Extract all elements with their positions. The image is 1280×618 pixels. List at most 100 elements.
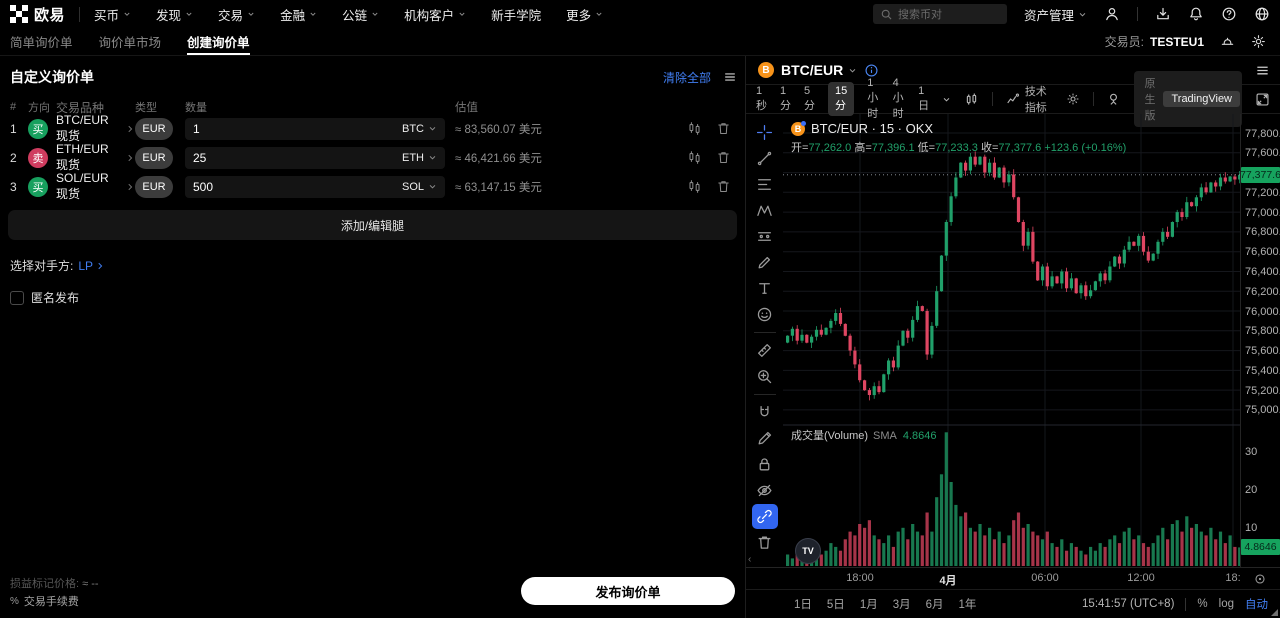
tool-ruler-icon[interactable]	[752, 338, 778, 363]
tool-emoji-icon[interactable]	[752, 302, 778, 327]
amount-input[interactable]: 25 ETH	[185, 146, 445, 169]
indicators-button[interactable]: 技术指标	[1006, 83, 1053, 115]
search-input[interactable]: 搜索币对	[872, 4, 1007, 24]
clear-all-button[interactable]: 清除全部	[662, 70, 711, 85]
tradingview-watermark[interactable]: TV	[795, 538, 821, 564]
tab-simple-rfq[interactable]: 简单询价单	[10, 36, 73, 50]
price-tick: 77,800.0	[1245, 127, 1280, 140]
gear-icon[interactable]	[1251, 34, 1266, 49]
pair-selector[interactable]: SOL/EUR 现货	[56, 171, 135, 202]
assets-dropdown[interactable]: 资产管理	[1024, 5, 1087, 24]
okx-logo[interactable]: 欧易	[10, 4, 65, 25]
tool-crosshair-icon[interactable]	[752, 120, 778, 145]
chart-plot[interactable]: B BTC/EUR · 15 · OKX 开=77,262.0 高=77,396…	[783, 114, 1240, 567]
menu-item-institutional[interactable]: 机构客户	[404, 5, 466, 24]
pair-selector[interactable]: ETH/EUR 现货	[56, 142, 135, 173]
interval-7[interactable]: 1日	[918, 85, 930, 112]
tool-brush-icon[interactable]	[752, 250, 778, 275]
range-4[interactable]: 3月	[892, 599, 911, 611]
add-edit-leg-button[interactable]: 添加/编辑腿	[8, 210, 737, 240]
trading-fee-row[interactable]: % 交易手续费	[10, 593, 79, 609]
currency-pill[interactable]: EUR	[135, 117, 173, 140]
tool-xabcd-pattern-icon[interactable]	[752, 198, 778, 223]
trash-icon[interactable]	[716, 179, 731, 194]
auto-scale-button[interactable]: 自动	[1245, 599, 1268, 611]
unit-dropdown[interactable]: BTC	[402, 123, 437, 135]
menu-item-academy[interactable]: 新手学院	[491, 8, 542, 23]
clock[interactable]: 15:41:57 (UTC+8)	[1082, 598, 1175, 610]
download-icon[interactable]	[1155, 6, 1171, 22]
percent-scale-button[interactable]: %	[1197, 598, 1208, 610]
range-2[interactable]: 5日	[826, 599, 845, 611]
tool-magnet-icon[interactable]	[752, 400, 778, 425]
fullscreen-icon[interactable]	[1255, 92, 1270, 107]
unit-dropdown[interactable]: SOL	[402, 181, 437, 193]
tool-lock-icon[interactable]	[752, 452, 778, 477]
menu-icon[interactable]	[723, 70, 737, 84]
screenshot-icon[interactable]	[1106, 92, 1121, 107]
currency-pill[interactable]: EUR	[135, 146, 173, 169]
trash-icon[interactable]	[716, 121, 731, 136]
counterparty-link[interactable]: LP	[78, 259, 105, 273]
chevron-down-icon[interactable]	[942, 95, 951, 104]
gear-icon[interactable]	[1066, 92, 1080, 106]
menu-item-trade[interactable]: 交易	[218, 5, 255, 24]
workspace-icon[interactable]	[1220, 34, 1235, 49]
tab-create-rfq[interactable]: 创建询价单	[187, 28, 250, 55]
amount-input[interactable]: 1 BTC	[185, 117, 445, 140]
help-icon[interactable]	[1221, 6, 1237, 22]
anonymous-option[interactable]: 匿名发布	[10, 289, 745, 306]
interval-1[interactable]: 1秒	[756, 85, 767, 112]
interval-4[interactable]: 15分	[828, 82, 855, 116]
tool-link-icon[interactable]	[751, 504, 778, 529]
axis-settings-icon[interactable]	[1253, 572, 1267, 586]
tradingview-version-button[interactable]: TradingView	[1163, 91, 1241, 107]
info-icon[interactable]	[864, 63, 879, 78]
range-6[interactable]: 1年	[958, 599, 977, 611]
log-scale-button[interactable]: log	[1218, 598, 1234, 610]
candles-icon[interactable]	[687, 121, 702, 136]
menu-icon[interactable]	[1255, 63, 1270, 78]
price-axis[interactable]: 77,800.077,600.077,400.077,200.077,000.0…	[1240, 114, 1280, 567]
menu-item-discover[interactable]: 发现	[156, 5, 193, 24]
range-5[interactable]: 6月	[925, 599, 944, 611]
interval-5[interactable]: 1小时	[867, 77, 879, 120]
amount-input[interactable]: 500 SOL	[185, 175, 445, 198]
trash-icon[interactable]	[716, 150, 731, 165]
menu-item-finance[interactable]: 金融	[280, 5, 317, 24]
candle-style-icon[interactable]	[964, 92, 979, 107]
bell-icon[interactable]	[1188, 6, 1204, 22]
user-icon[interactable]	[1104, 6, 1120, 22]
chevron-down-icon	[595, 10, 603, 18]
interval-6[interactable]: 4小时	[892, 77, 904, 120]
tool-fib-retracement-icon[interactable]	[752, 172, 778, 197]
anonymous-checkbox[interactable]	[10, 290, 24, 305]
publish-rfq-button[interactable]: 发布询价单	[521, 577, 735, 605]
tool-position-tool-icon[interactable]	[752, 224, 778, 249]
unit-dropdown[interactable]: ETH	[402, 152, 437, 164]
symbol-dropdown[interactable]: BTC/EUR	[781, 62, 857, 78]
menu-item-buy-crypto[interactable]: 买币	[94, 5, 131, 24]
tool-pencil-icon[interactable]	[752, 426, 778, 451]
interval-2[interactable]: 1分	[780, 85, 791, 112]
tab-rfq-market[interactable]: 询价单市场	[98, 36, 162, 50]
tool-eye-off-icon[interactable]	[752, 478, 778, 503]
candles-icon[interactable]	[687, 179, 702, 194]
native-version-button[interactable]: 原生版	[1144, 78, 1156, 122]
globe-icon[interactable]	[1254, 6, 1270, 22]
menu-item-more[interactable]: 更多	[566, 5, 603, 24]
tool-text-tool-icon[interactable]	[752, 276, 778, 301]
resize-handle[interactable]	[1271, 609, 1278, 616]
pair-selector[interactable]: BTC/EUR 现货	[56, 113, 135, 144]
scroll-left-hint[interactable]: ‹	[748, 554, 752, 565]
tool-trash-icon[interactable]	[752, 530, 778, 555]
range-1[interactable]: 1日	[794, 599, 812, 611]
tool-zoom-in-icon[interactable]	[752, 364, 778, 389]
range-3[interactable]: 1月	[859, 599, 878, 611]
interval-3[interactable]: 5分	[804, 85, 815, 112]
currency-pill[interactable]: EUR	[135, 175, 173, 198]
candles-icon[interactable]	[687, 150, 702, 165]
menu-item-chain[interactable]: 公链	[342, 5, 379, 24]
tool-trend-line-icon[interactable]	[752, 146, 778, 171]
time-axis[interactable]: 18:00 4月 06:00 12:00 18:	[746, 567, 1280, 589]
